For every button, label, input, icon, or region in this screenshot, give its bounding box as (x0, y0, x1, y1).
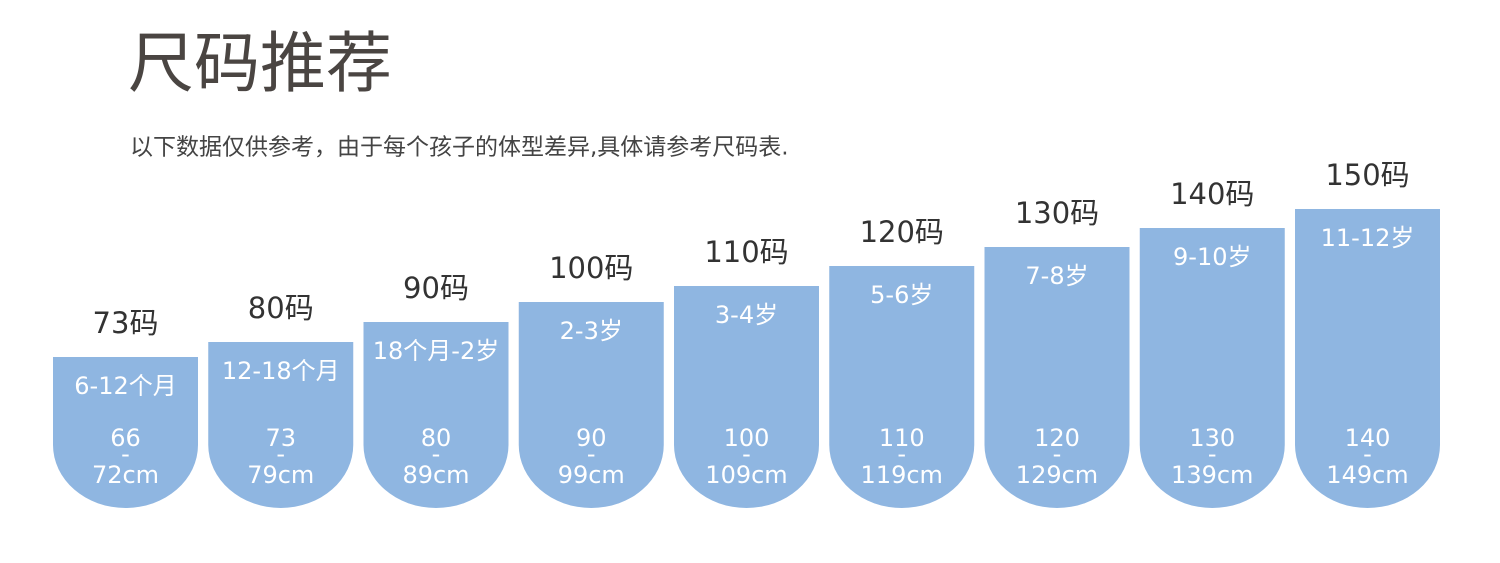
height-max: 109cm (705, 461, 787, 489)
height-min: 100 (724, 424, 770, 452)
age-range: 11-12岁 (1321, 224, 1415, 252)
size-label: 80码 (248, 291, 314, 325)
height-separator: - (587, 440, 596, 468)
height-max: 72cm (92, 461, 159, 489)
height-min: 140 (1345, 424, 1391, 452)
age-range: 2-3岁 (560, 317, 623, 345)
height-min: 120 (1034, 424, 1080, 452)
size-card (674, 286, 819, 508)
height-min: 110 (879, 424, 925, 452)
age-range: 7-8岁 (1025, 262, 1088, 290)
size-label: 130码 (1015, 196, 1099, 230)
height-max: 129cm (1016, 461, 1098, 489)
age-range: 12-18个月 (222, 357, 340, 385)
age-range: 9-10岁 (1173, 243, 1251, 271)
height-min: 73 (265, 424, 296, 452)
size-label: 140码 (1170, 177, 1254, 211)
height-max: 89cm (402, 461, 469, 489)
height-min: 130 (1189, 424, 1235, 452)
age-range: 6-12个月 (74, 372, 176, 400)
size-card (829, 266, 975, 508)
height-separator: - (1053, 440, 1062, 468)
height-max: 149cm (1326, 461, 1408, 489)
height-separator: - (1363, 440, 1372, 468)
height-separator: - (1208, 440, 1217, 468)
size-card (363, 322, 509, 508)
height-max: 79cm (247, 461, 314, 489)
age-range: 18个月-2岁 (373, 337, 499, 365)
size-label: 110码 (704, 235, 788, 269)
age-range: 5-6岁 (870, 281, 933, 309)
height-separator: - (276, 440, 285, 468)
height-separator: - (432, 440, 441, 468)
size-label: 150码 (1325, 158, 1409, 192)
age-range: 3-4岁 (715, 301, 778, 329)
height-max: 139cm (1171, 461, 1253, 489)
size-card (53, 357, 198, 508)
height-min: 90 (576, 424, 607, 452)
subtitle: 以下数据仅供参考，由于每个孩子的体型差异,具体请参考尺码表. (130, 135, 789, 161)
size-label: 120码 (860, 215, 944, 249)
height-min: 66 (110, 424, 141, 452)
size-card (518, 302, 664, 508)
size-label: 100码 (549, 251, 633, 285)
height-min: 80 (421, 424, 452, 452)
size-label: 90码 (403, 271, 469, 305)
height-separator: - (742, 440, 751, 468)
size-card (208, 342, 354, 508)
height-separator: - (121, 440, 130, 468)
height-max: 119cm (861, 461, 943, 489)
size-card (1295, 209, 1440, 508)
height-max: 99cm (558, 461, 625, 489)
height-separator: - (897, 440, 906, 468)
size-card (984, 247, 1130, 508)
size-card (1139, 228, 1285, 508)
size-label: 73码 (93, 306, 159, 340)
title: 尺码推荐 (128, 25, 392, 102)
